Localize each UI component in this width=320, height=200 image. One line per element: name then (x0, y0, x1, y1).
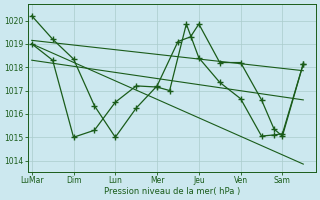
X-axis label: Pression niveau de la mer( hPa ): Pression niveau de la mer( hPa ) (104, 187, 240, 196)
